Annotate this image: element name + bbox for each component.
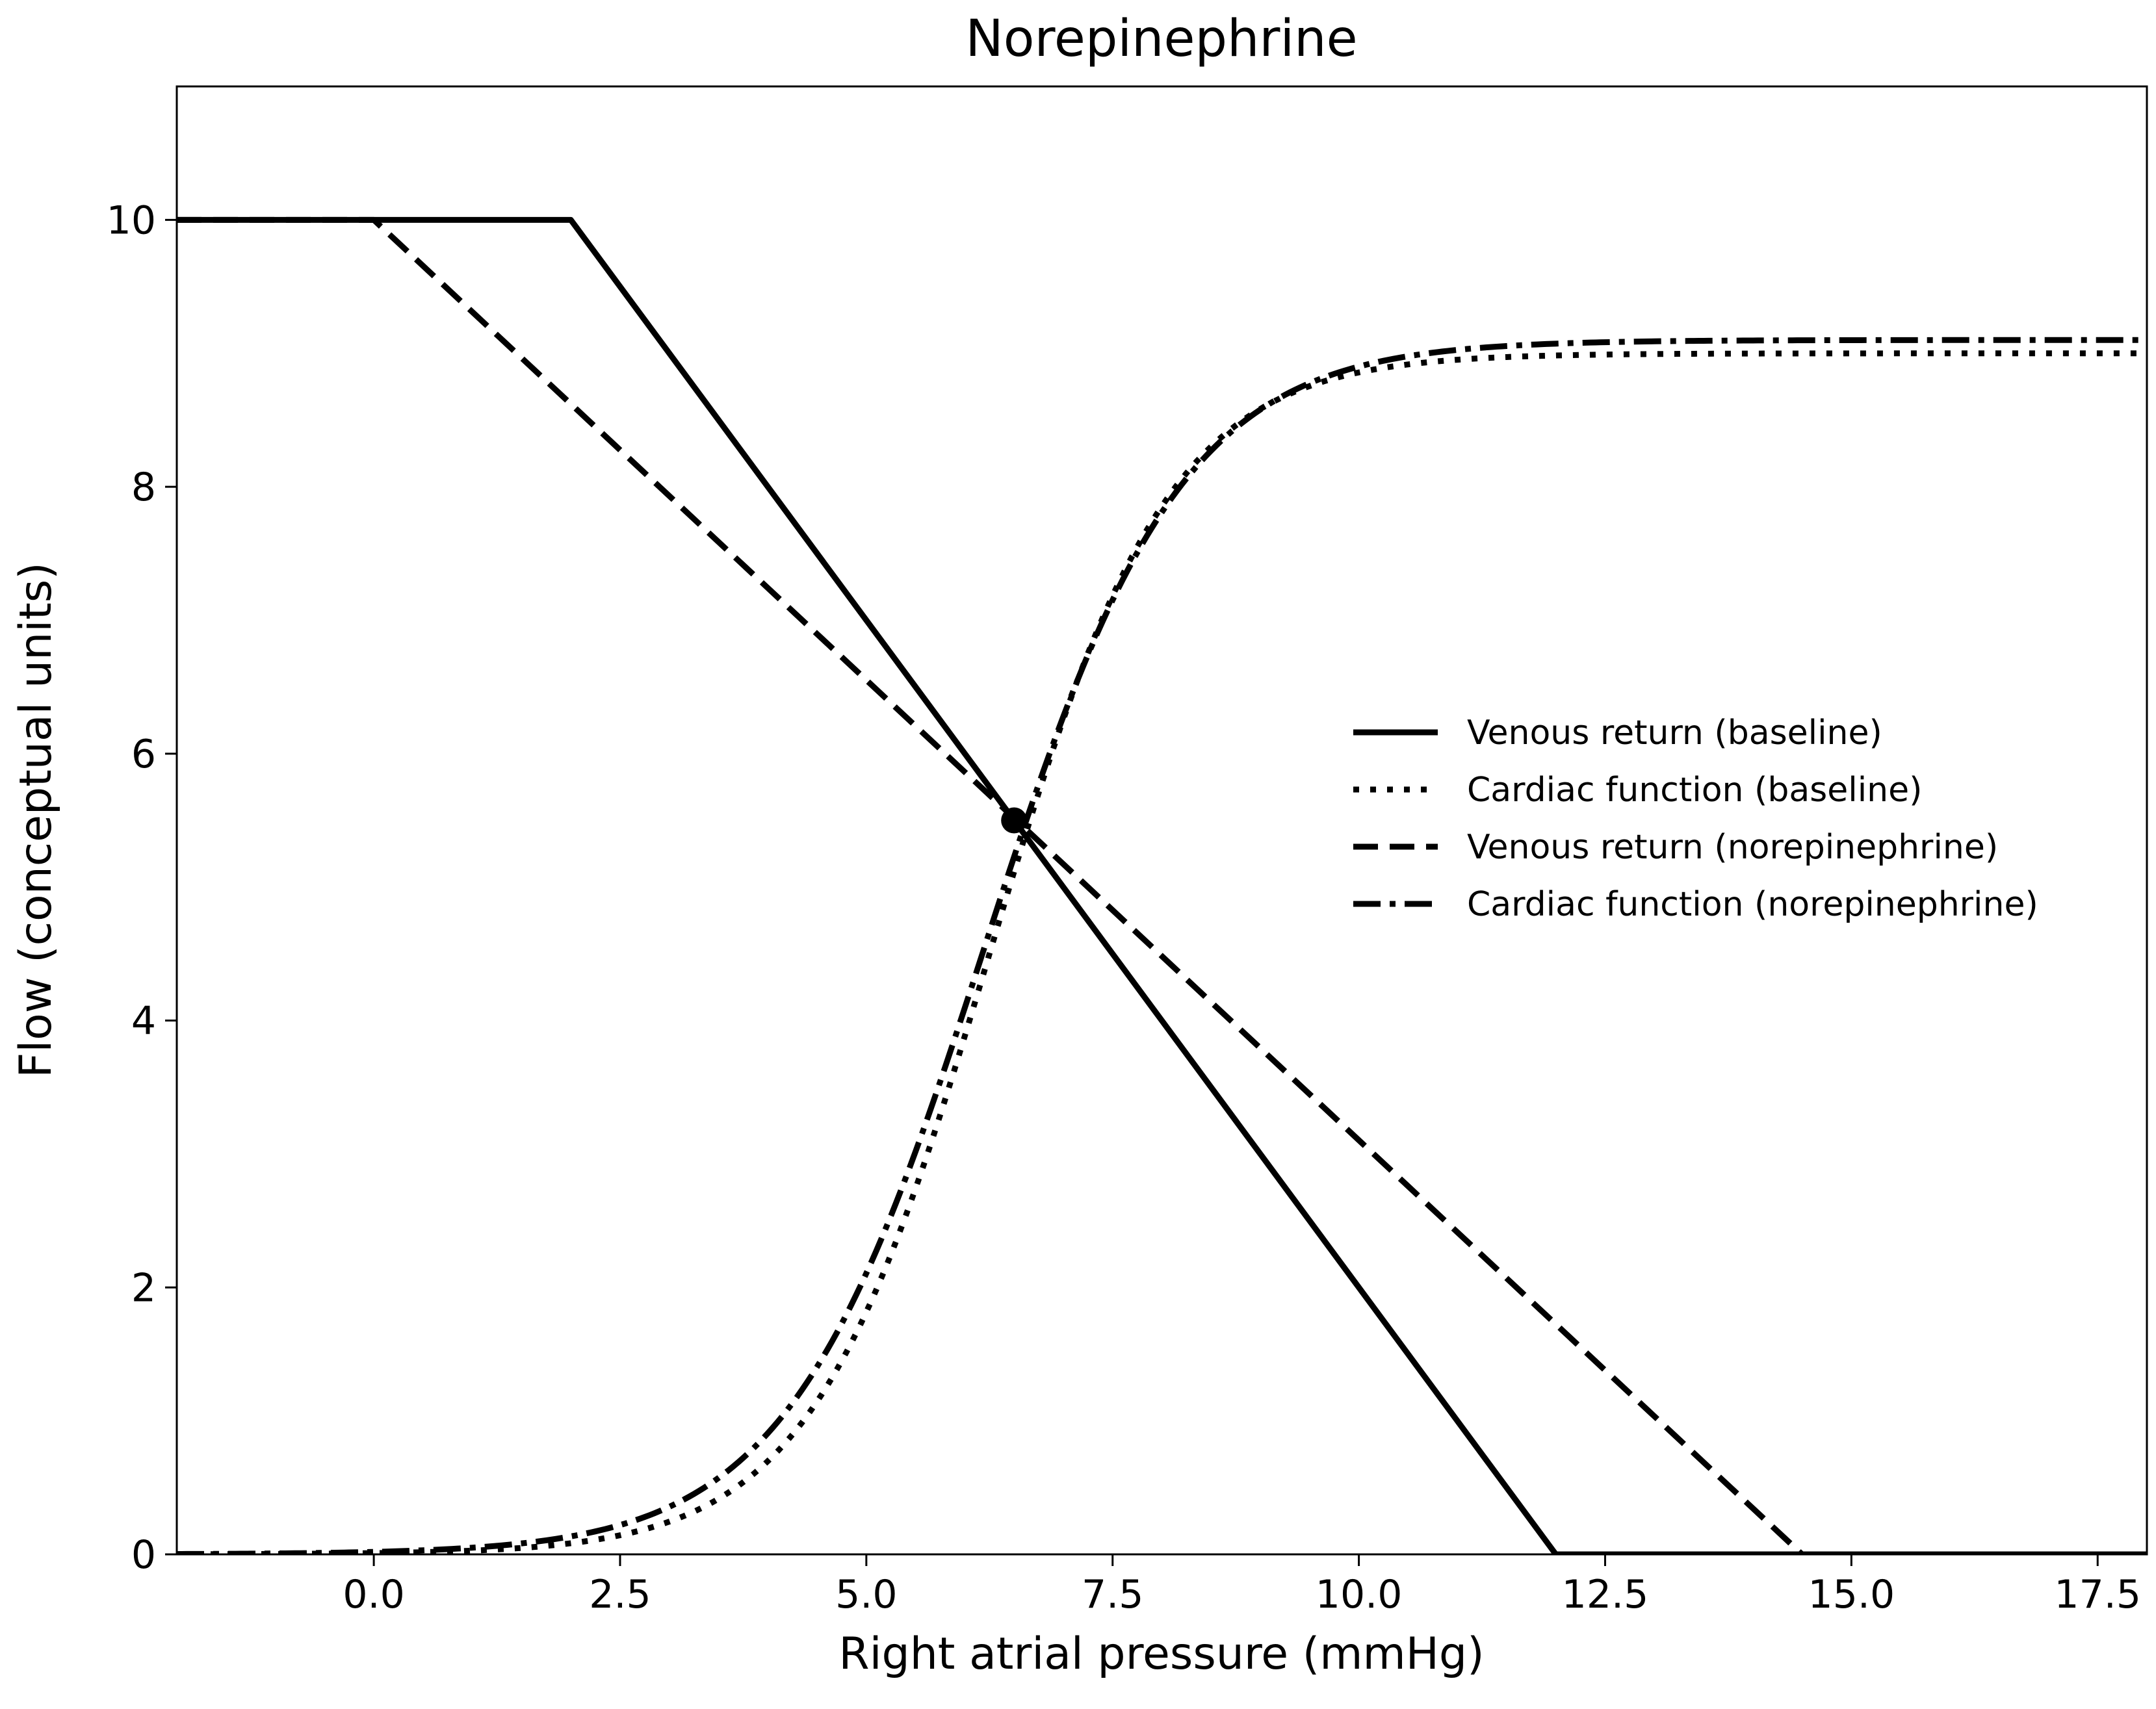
x-tick-label: 10.0 bbox=[1316, 1572, 1403, 1617]
intersection-point bbox=[1001, 807, 1028, 834]
series-layer bbox=[177, 216, 2147, 1554]
y-axis: 0 2 4 6 8 10 bbox=[107, 198, 177, 1578]
x-tick-label: 2.5 bbox=[589, 1572, 651, 1617]
x-tick-label: 17.5 bbox=[2054, 1572, 2141, 1617]
x-tick-label: 12.5 bbox=[1562, 1572, 1649, 1617]
plot-frame bbox=[175, 85, 2148, 1556]
legend-label-3: Venous return (norepinephrine) bbox=[1467, 828, 1998, 867]
y-tick-label: 6 bbox=[131, 732, 156, 777]
y-tick-label: 0 bbox=[131, 1532, 156, 1578]
plot-area bbox=[177, 216, 2147, 1554]
series-line-4 bbox=[177, 337, 2147, 1554]
legend-label-2: Cardiac function (baseline) bbox=[1467, 771, 1922, 810]
x-tick-label: 7.5 bbox=[1082, 1572, 1143, 1617]
marker-layer bbox=[1001, 807, 1028, 834]
x-axis: 0.0 2.5 5.0 7.5 10.0 12.5 15.0 17.5 bbox=[343, 1554, 2141, 1617]
legend-label-4: Cardiac function (norepinephrine) bbox=[1467, 885, 2038, 924]
y-tick-label: 4 bbox=[131, 999, 156, 1044]
x-axis-label: Right atrial pressure (mmHg) bbox=[838, 1628, 1484, 1680]
x-tick-label: 5.0 bbox=[835, 1572, 897, 1617]
y-tick-label: 2 bbox=[131, 1265, 156, 1311]
chart-title: Norepinephrine bbox=[965, 10, 1357, 68]
x-tick-label: 0.0 bbox=[343, 1572, 404, 1617]
x-tick-label: 15.0 bbox=[1808, 1572, 1895, 1617]
y-axis-label: Flow (conceptual units) bbox=[10, 562, 62, 1078]
legend-label-1: Venous return (baseline) bbox=[1467, 713, 1882, 752]
y-tick-label: 10 bbox=[107, 198, 156, 243]
legend: Venous return (baseline) Cardiac function… bbox=[1353, 713, 2038, 924]
y-tick-label: 8 bbox=[131, 465, 156, 510]
series-line-3 bbox=[177, 216, 2147, 1554]
